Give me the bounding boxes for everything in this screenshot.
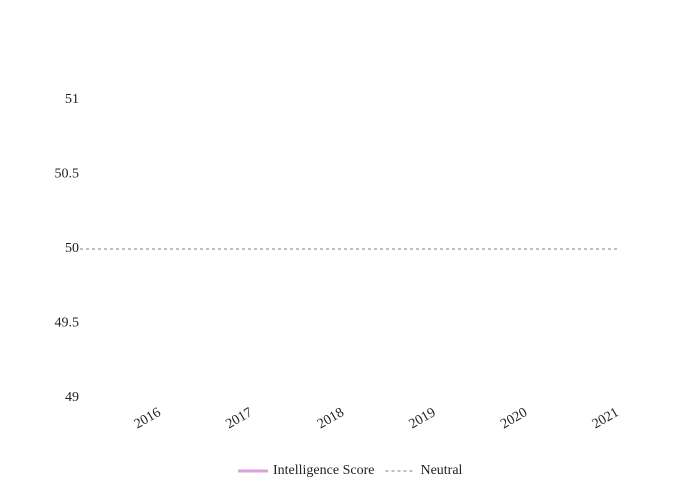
x-tick-label: 2019 — [407, 405, 439, 432]
y-tick-label: 49 — [65, 390, 79, 405]
x-tick-label: 2020 — [498, 405, 530, 432]
legend-label: Intelligence Score — [273, 463, 374, 478]
legend-label: Neutral — [420, 463, 462, 478]
y-tick-label: 49.5 — [55, 316, 80, 331]
y-tick-label: 50 — [65, 241, 79, 256]
x-tick-label: 2016 — [132, 405, 164, 432]
y-tick-label: 50.5 — [55, 167, 80, 182]
x-tick-label: 2017 — [223, 405, 255, 432]
y-tick-label: 51 — [65, 92, 79, 107]
x-tick-label: 2021 — [590, 405, 622, 432]
x-tick-label: 2018 — [315, 405, 347, 432]
